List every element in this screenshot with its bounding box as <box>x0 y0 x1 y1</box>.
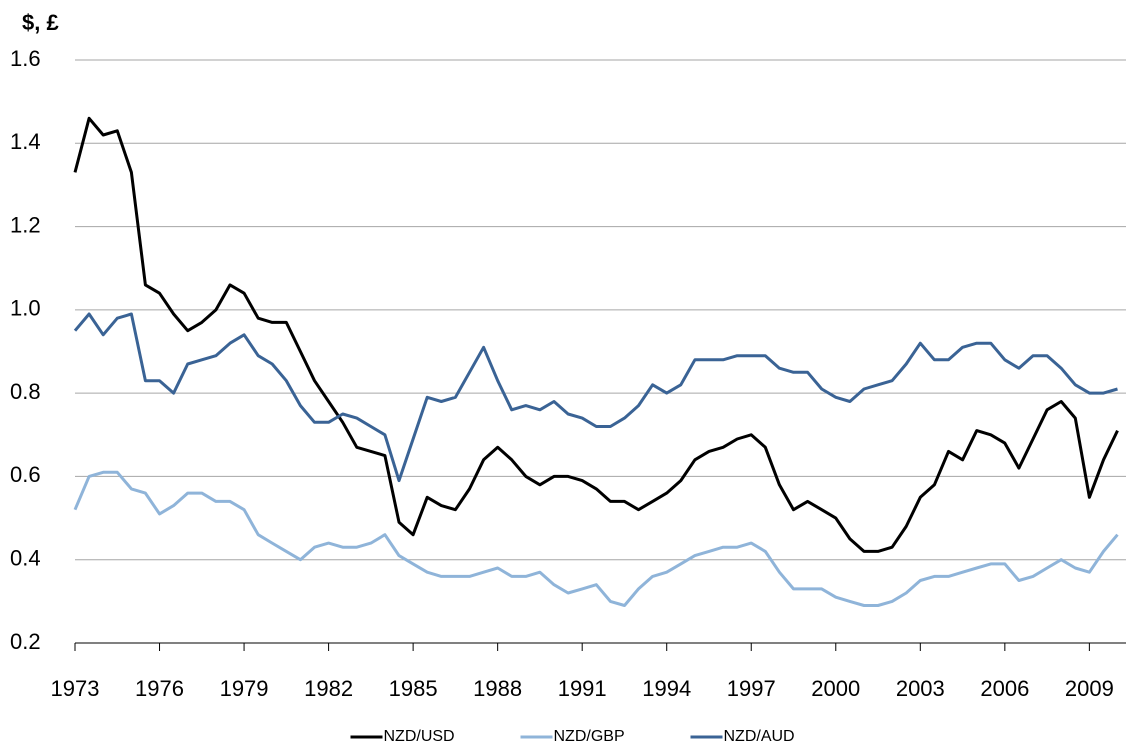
legend-label: NZD/USD <box>384 728 455 745</box>
x-tick-label: 1985 <box>389 676 438 701</box>
y-tick-label: 0.8 <box>10 379 41 404</box>
x-tick-label: 1991 <box>558 676 607 701</box>
x-tick-label: 1976 <box>135 676 184 701</box>
y-tick-label: 1.2 <box>10 212 41 237</box>
series-line <box>73 116 1119 553</box>
x-tick-label: 1973 <box>51 676 100 701</box>
series-line <box>73 470 1119 607</box>
y-axis-title: $, £ <box>22 10 59 35</box>
x-tick-label: 2009 <box>1065 676 1114 701</box>
x-tick-label: 1988 <box>473 676 522 701</box>
y-tick-label: 0.4 <box>10 546 41 571</box>
x-tick-label: 1994 <box>642 676 691 701</box>
y-tick-label: 0.6 <box>10 462 41 487</box>
x-tick-label: 2003 <box>896 676 945 701</box>
y-tick-label: 1.0 <box>10 296 41 321</box>
x-tick-label: 2006 <box>980 676 1029 701</box>
y-tick-label: 0.2 <box>10 629 41 654</box>
x-tick-label: 2000 <box>811 676 860 701</box>
legend-label: NZD/GBP <box>554 728 625 745</box>
y-tick-label: 1.6 <box>10 46 41 71</box>
y-tick-label: 1.4 <box>10 129 41 154</box>
x-tick-label: 1997 <box>727 676 776 701</box>
series-line <box>73 312 1118 483</box>
legend-label: NZD/AUD <box>724 728 795 745</box>
x-tick-label: 1982 <box>304 676 353 701</box>
x-tick-label: 1979 <box>220 676 269 701</box>
